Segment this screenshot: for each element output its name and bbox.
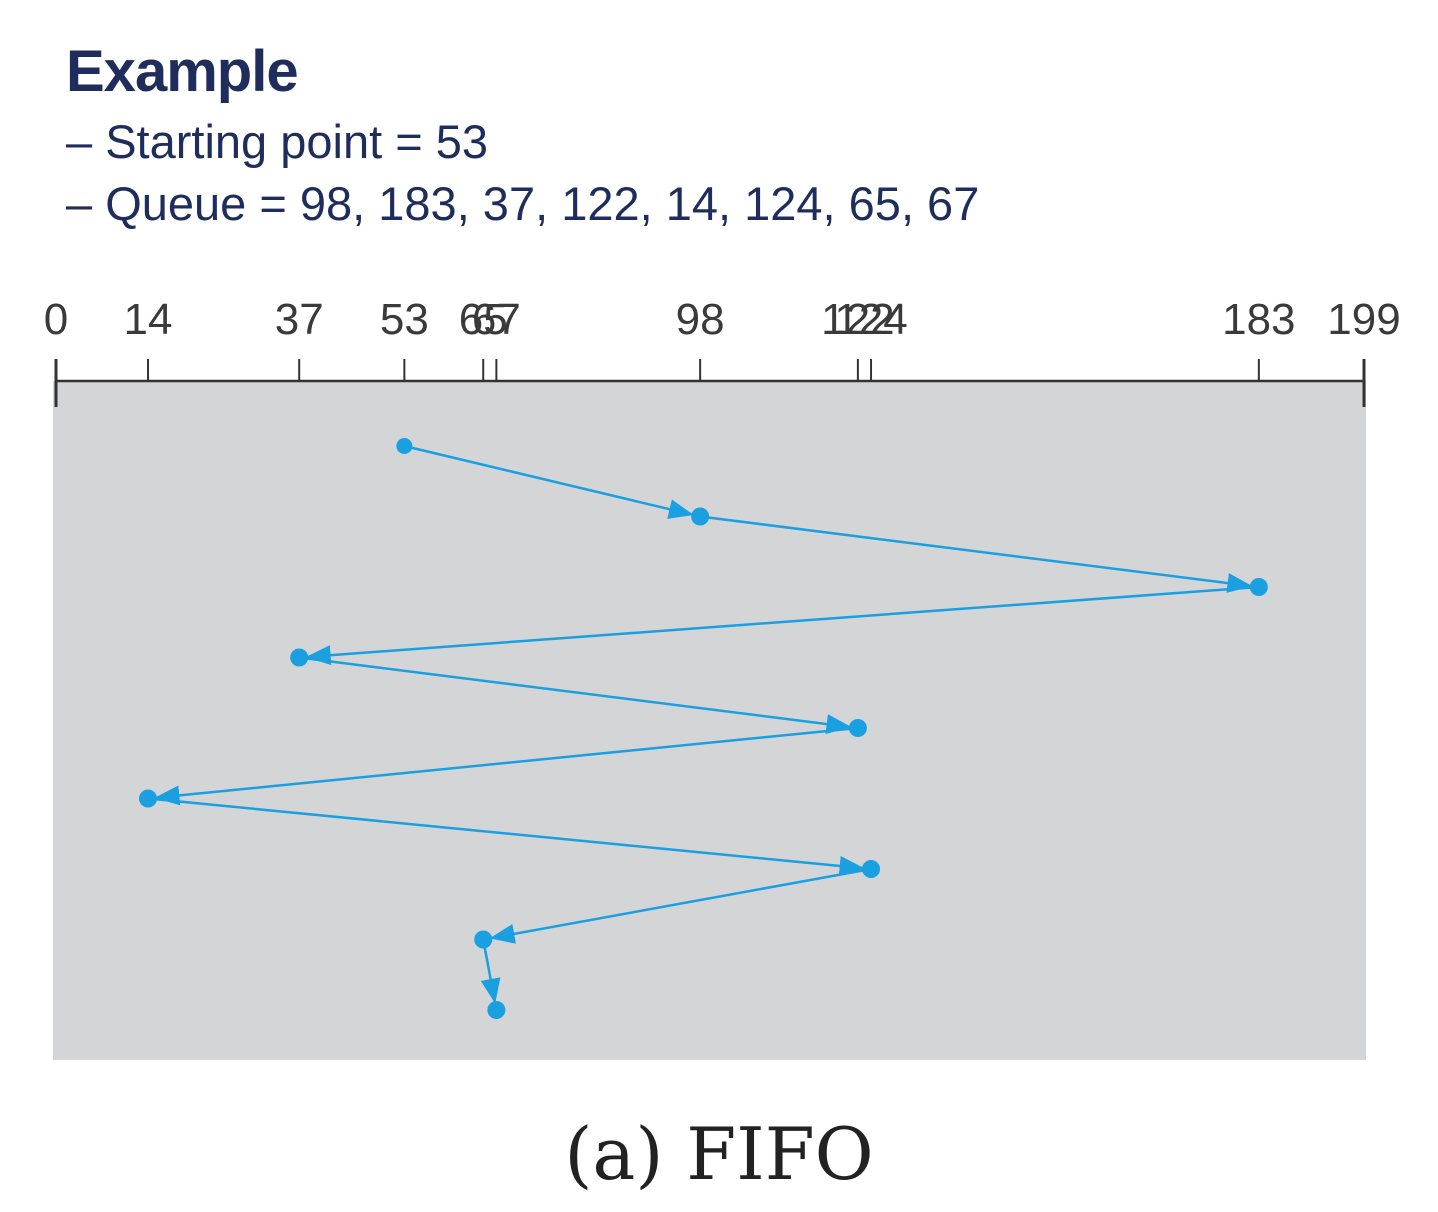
path-segment — [299, 656, 852, 734]
tick-label: 65 — [459, 295, 508, 344]
path-segment — [480, 939, 501, 1004]
path-segment — [489, 867, 872, 944]
tick-label: 14 — [124, 295, 173, 344]
tick-label: 183 — [1222, 295, 1295, 344]
tick-label: 67 — [472, 295, 521, 344]
head-movement-path — [139, 438, 1268, 1019]
tick-label: 122 — [821, 295, 894, 344]
tick-label: 98 — [676, 295, 725, 344]
request-point — [396, 438, 413, 454]
slide-title: Example — [66, 39, 299, 104]
tick-label: 37 — [275, 295, 324, 344]
tick-label: 0 — [44, 295, 68, 344]
tick-label: 199 — [1327, 295, 1400, 344]
path-segment — [305, 585, 1259, 666]
request-point — [691, 507, 710, 526]
tick-label: 124 — [834, 295, 907, 344]
request-point — [474, 930, 493, 949]
path-segment — [154, 726, 859, 806]
request-point — [139, 789, 158, 808]
diagram-background — [53, 381, 1366, 1060]
path-segment — [147, 797, 865, 876]
request-point — [290, 648, 309, 667]
tick-label: 53 — [380, 295, 429, 344]
request-point — [862, 860, 881, 878]
diagram-caption: (a) FIFO — [564, 1112, 874, 1196]
request-point — [848, 719, 867, 737]
starting-point-line: – Starting point = 53 — [66, 115, 488, 168]
path-segment — [699, 515, 1253, 593]
queue-line: – Queue = 98, 183, 37, 122, 14, 124, 65,… — [66, 177, 980, 230]
request-point — [487, 1001, 506, 1019]
request-point — [1249, 578, 1268, 596]
path-segment — [404, 444, 694, 519]
